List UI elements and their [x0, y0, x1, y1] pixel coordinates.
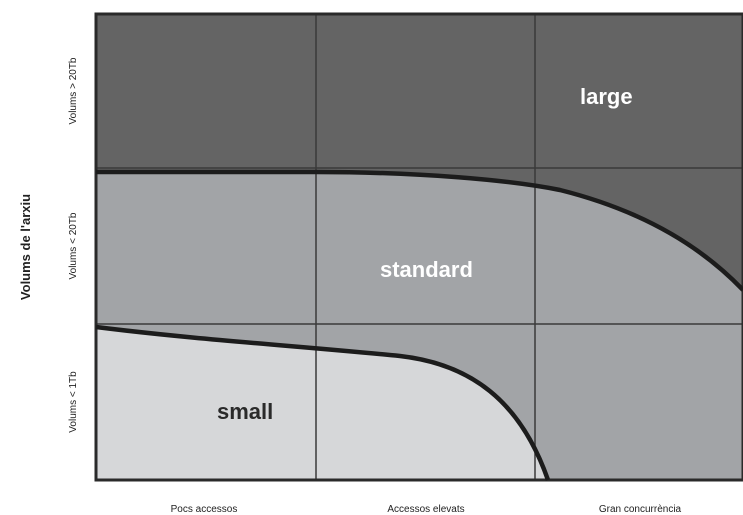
column-label-gran-concurrencia: Gran concurrència: [599, 504, 682, 515]
row-label-large: Volums > 20Tb: [68, 57, 79, 124]
column-label-accessos-elevats: Accessos elevats: [387, 504, 464, 515]
diagram-frame: [94, 12, 743, 482]
large-label: large: [580, 84, 633, 109]
row-label-small: Volums < 1Tb: [68, 371, 79, 433]
small-boundary-curve: [95, 324, 551, 481]
grid: [96, 14, 743, 480]
y-axis-title: Volums de l'arxiu: [18, 194, 33, 300]
row-label-standard: Volums < 20Tb: [68, 212, 79, 279]
standard-label: standard: [380, 257, 473, 282]
small-label: small: [217, 399, 273, 424]
column-label-pocs-accessos: Pocs accessos: [171, 504, 238, 515]
standard-boundary-curve: [96, 169, 743, 292]
